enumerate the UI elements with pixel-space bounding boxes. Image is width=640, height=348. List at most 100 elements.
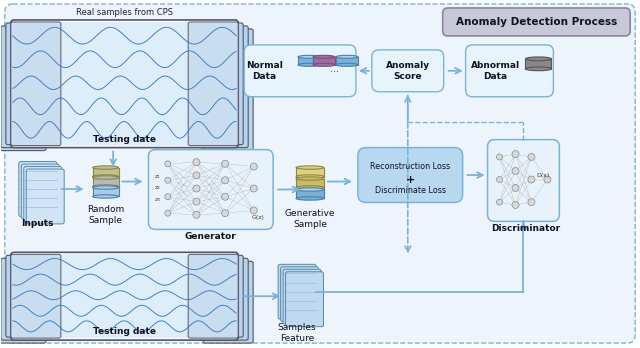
Circle shape <box>221 210 228 217</box>
Text: Testing date: Testing date <box>93 327 156 336</box>
Circle shape <box>164 210 171 216</box>
Text: Abnormal
Data: Abnormal Data <box>471 61 520 80</box>
Text: Inputs: Inputs <box>22 220 54 228</box>
Circle shape <box>497 154 502 160</box>
Ellipse shape <box>93 185 118 188</box>
Circle shape <box>164 161 171 167</box>
Ellipse shape <box>93 176 118 179</box>
Text: Anomaly Detection Process: Anomaly Detection Process <box>456 17 617 27</box>
Circle shape <box>164 177 171 183</box>
Circle shape <box>512 201 519 208</box>
Text: z₁: z₁ <box>154 174 160 179</box>
Circle shape <box>221 160 228 167</box>
Text: Testing date: Testing date <box>93 135 156 144</box>
Ellipse shape <box>313 63 335 66</box>
Circle shape <box>497 199 502 205</box>
Bar <box>298 57 320 65</box>
Circle shape <box>497 176 502 182</box>
FancyBboxPatch shape <box>488 140 559 221</box>
Bar <box>313 57 335 65</box>
Circle shape <box>250 207 257 214</box>
Circle shape <box>193 159 200 166</box>
FancyBboxPatch shape <box>285 272 323 327</box>
Text: Reconstruction Loss: Reconstruction Loss <box>370 161 451 171</box>
Text: ...: ... <box>330 64 339 74</box>
FancyBboxPatch shape <box>188 254 238 338</box>
Ellipse shape <box>93 186 118 189</box>
Bar <box>296 179 324 188</box>
Text: Discriminate Loss: Discriminate Loss <box>375 185 446 195</box>
FancyBboxPatch shape <box>244 45 356 97</box>
FancyBboxPatch shape <box>280 267 319 322</box>
Circle shape <box>512 151 519 158</box>
Circle shape <box>512 184 519 191</box>
Text: Random
Sample: Random Sample <box>87 205 124 225</box>
Circle shape <box>193 185 200 192</box>
Circle shape <box>250 185 257 192</box>
FancyBboxPatch shape <box>26 169 64 224</box>
Circle shape <box>164 194 171 200</box>
Bar <box>296 190 324 198</box>
Bar <box>296 167 324 176</box>
Circle shape <box>193 198 200 205</box>
FancyBboxPatch shape <box>0 261 46 343</box>
FancyBboxPatch shape <box>278 264 316 319</box>
Ellipse shape <box>336 55 358 58</box>
Ellipse shape <box>313 55 335 58</box>
FancyBboxPatch shape <box>0 29 46 151</box>
Text: Generative
Sample: Generative Sample <box>285 209 335 229</box>
FancyBboxPatch shape <box>6 255 56 337</box>
FancyBboxPatch shape <box>11 252 238 340</box>
FancyBboxPatch shape <box>203 261 253 343</box>
FancyBboxPatch shape <box>24 167 61 221</box>
Text: Anomaly
Score: Anomaly Score <box>386 61 430 80</box>
FancyBboxPatch shape <box>372 50 444 92</box>
FancyBboxPatch shape <box>6 23 56 145</box>
Text: z₃: z₃ <box>154 197 160 203</box>
Circle shape <box>544 176 551 183</box>
Ellipse shape <box>525 67 552 71</box>
Ellipse shape <box>298 55 320 58</box>
FancyBboxPatch shape <box>193 255 243 337</box>
Bar <box>336 57 358 65</box>
Ellipse shape <box>93 175 118 178</box>
FancyBboxPatch shape <box>466 45 554 97</box>
FancyBboxPatch shape <box>193 23 243 145</box>
Bar <box>93 188 118 197</box>
Ellipse shape <box>296 188 324 191</box>
Circle shape <box>512 167 519 175</box>
FancyBboxPatch shape <box>5 4 635 343</box>
FancyBboxPatch shape <box>11 20 238 148</box>
FancyBboxPatch shape <box>283 269 321 324</box>
Text: Generator: Generator <box>185 232 237 242</box>
Text: +: + <box>406 175 415 184</box>
FancyBboxPatch shape <box>203 29 253 151</box>
FancyBboxPatch shape <box>358 148 463 203</box>
Circle shape <box>528 176 535 183</box>
Circle shape <box>221 193 228 200</box>
Ellipse shape <box>296 166 324 169</box>
FancyBboxPatch shape <box>19 161 57 216</box>
Ellipse shape <box>336 63 358 66</box>
Ellipse shape <box>296 177 324 180</box>
Text: Real samples from CPS: Real samples from CPS <box>76 8 173 17</box>
FancyBboxPatch shape <box>1 26 51 148</box>
Ellipse shape <box>298 63 320 66</box>
Bar <box>525 59 552 69</box>
Text: Normal
Data: Normal Data <box>246 61 283 80</box>
Circle shape <box>193 172 200 179</box>
Text: z₂: z₂ <box>154 185 160 190</box>
Ellipse shape <box>93 195 118 198</box>
Text: G(z): G(z) <box>251 215 264 220</box>
FancyBboxPatch shape <box>61 22 188 145</box>
Circle shape <box>250 163 257 170</box>
Bar <box>93 167 118 176</box>
FancyBboxPatch shape <box>11 254 61 338</box>
Circle shape <box>528 199 535 206</box>
FancyBboxPatch shape <box>148 150 273 229</box>
Ellipse shape <box>525 57 552 61</box>
Bar <box>93 177 118 187</box>
FancyBboxPatch shape <box>188 22 238 145</box>
Circle shape <box>193 211 200 218</box>
Ellipse shape <box>296 186 324 189</box>
